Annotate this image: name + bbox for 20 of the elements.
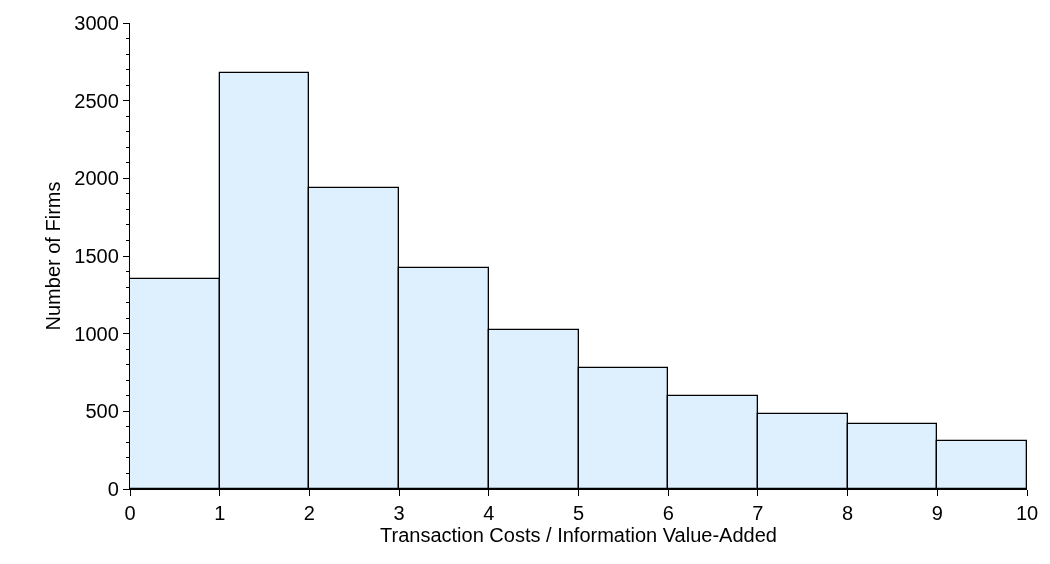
y-tick-label: 1500 — [74, 245, 119, 267]
x-tick-label: 5 — [572, 502, 585, 525]
x-tick-label: 2 — [303, 502, 315, 525]
y-tick-label: 500 — [85, 400, 119, 423]
x-tick-label: 4 — [483, 502, 495, 525]
x-tick-label: 8 — [842, 502, 854, 525]
x-tick-label: 3 — [393, 502, 405, 525]
x-tick-label: 10 — [1015, 502, 1039, 525]
y-tick-label: 3000 — [74, 12, 119, 34]
x-tick-label: 7 — [752, 502, 764, 525]
y-tick-label: 2500 — [74, 89, 119, 112]
x-tick-label: 0 — [124, 502, 136, 525]
y-tick-label: 2000 — [74, 167, 119, 190]
x-tick-label: 9 — [931, 502, 943, 525]
y-axis-title: Number of Firms — [41, 181, 64, 331]
x-tick-label: 1 — [214, 502, 226, 525]
y-tick-label: 1000 — [74, 322, 119, 345]
y-tick-label: 0 — [107, 478, 119, 500]
x-tick-label: 6 — [662, 502, 674, 525]
x-axis-title: Transaction Costs / Information Value-Added — [380, 524, 777, 547]
